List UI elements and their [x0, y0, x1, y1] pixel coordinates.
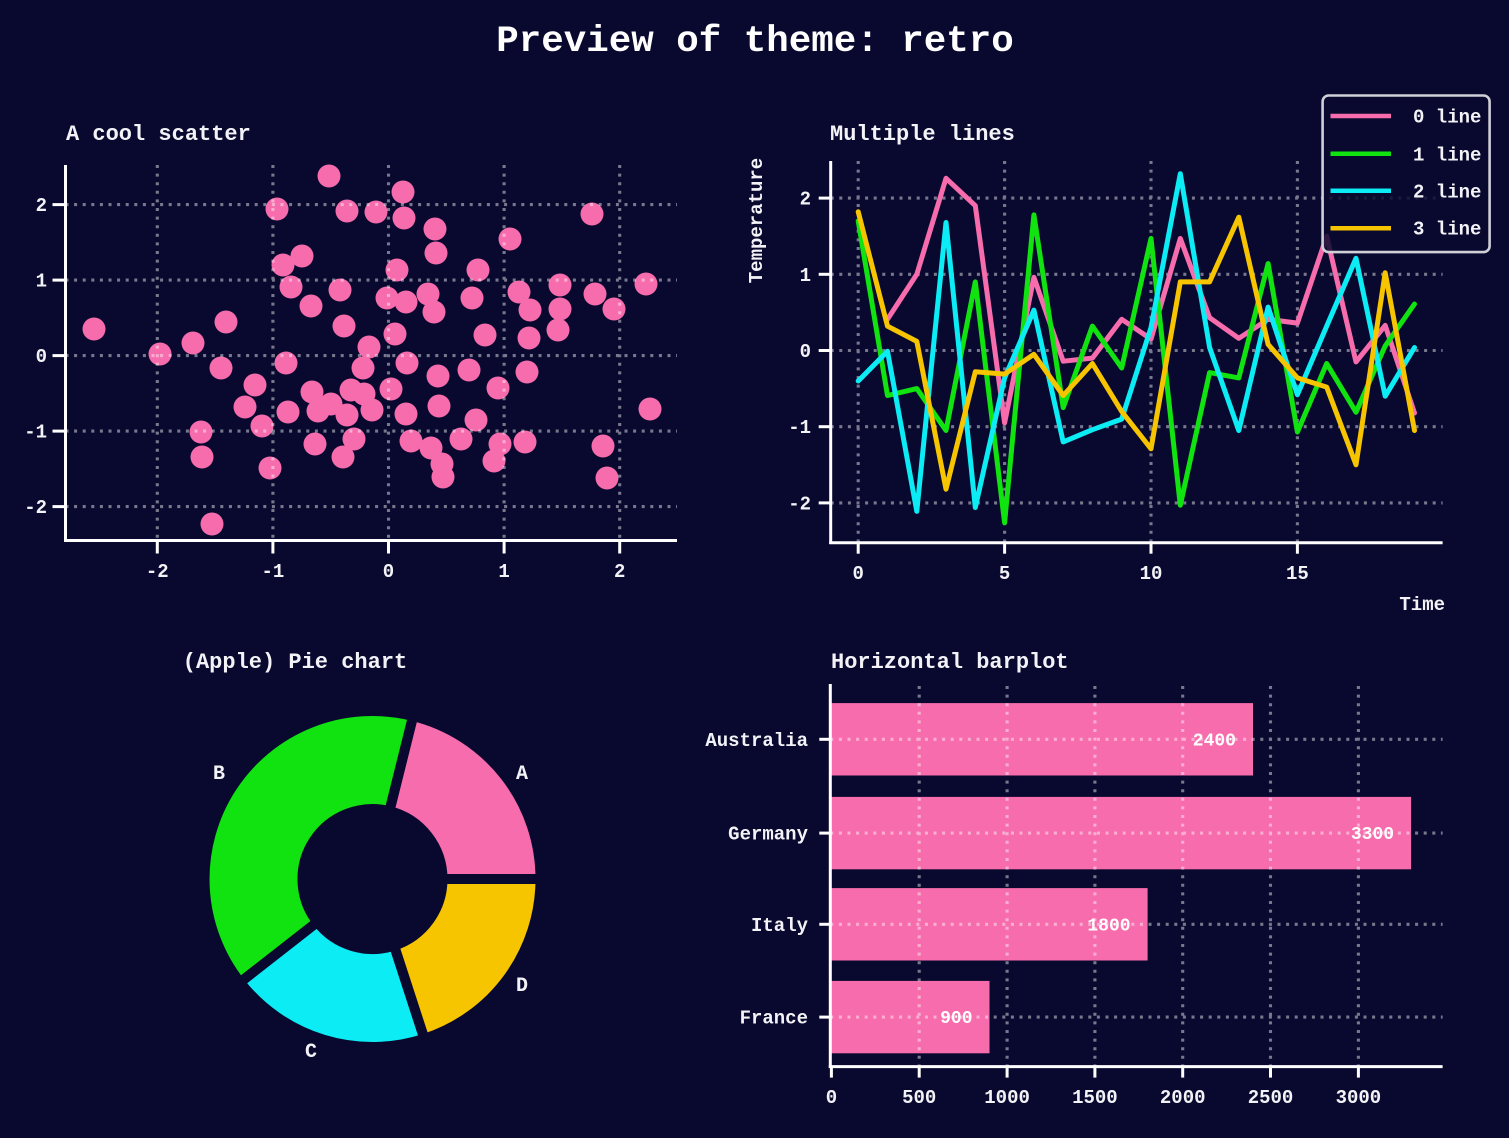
- svg-text:A cool scatter: A cool scatter: [66, 122, 251, 147]
- svg-text:1: 1: [498, 561, 509, 583]
- svg-text:1: 1: [800, 265, 811, 287]
- svg-text:500: 500: [902, 1087, 936, 1109]
- svg-text:2400: 2400: [1193, 731, 1236, 751]
- svg-text:1500: 1500: [1072, 1087, 1118, 1109]
- svg-text:Australia: Australia: [705, 730, 808, 752]
- svg-text:3 line: 3 line: [1413, 219, 1481, 241]
- svg-text:900: 900: [940, 1009, 972, 1029]
- svg-text:1000: 1000: [984, 1087, 1030, 1109]
- svg-text:-2: -2: [24, 497, 47, 519]
- svg-text:A: A: [516, 763, 528, 786]
- svg-text:10: 10: [1140, 563, 1163, 585]
- svg-text:1: 1: [36, 271, 47, 293]
- svg-text:0: 0: [383, 561, 394, 583]
- svg-text:-1: -1: [261, 561, 284, 583]
- svg-text:2000: 2000: [1160, 1087, 1206, 1109]
- svg-text:-2: -2: [146, 561, 169, 583]
- svg-text:2500: 2500: [1248, 1087, 1294, 1109]
- svg-text:B: B: [213, 763, 225, 786]
- svg-text:5: 5: [999, 563, 1010, 585]
- svg-text:Germany: Germany: [728, 824, 808, 846]
- svg-text:2: 2: [614, 561, 625, 583]
- svg-text:D: D: [516, 975, 528, 998]
- svg-text:2: 2: [800, 189, 811, 211]
- svg-text:Time: Time: [1399, 594, 1445, 616]
- svg-text:(Apple) Pie chart: (Apple) Pie chart: [183, 650, 407, 675]
- svg-text:0: 0: [36, 346, 47, 368]
- svg-text:0: 0: [826, 1087, 837, 1109]
- svg-text:-1: -1: [24, 422, 47, 444]
- svg-text:15: 15: [1286, 563, 1309, 585]
- svg-text:0: 0: [800, 341, 811, 363]
- svg-text:Italy: Italy: [751, 915, 809, 937]
- svg-text:C: C: [305, 1041, 317, 1064]
- svg-text:1800: 1800: [1087, 916, 1130, 936]
- svg-text:3000: 3000: [1336, 1087, 1382, 1109]
- svg-text:Temperature: Temperature: [746, 158, 768, 283]
- svg-text:Preview of theme: retro: Preview of theme: retro: [496, 21, 1014, 63]
- svg-text:1 line: 1 line: [1413, 144, 1481, 166]
- svg-text:-1: -1: [788, 417, 811, 439]
- svg-text:2: 2: [36, 195, 47, 217]
- svg-text:0: 0: [852, 563, 863, 585]
- svg-text:Multiple lines: Multiple lines: [830, 122, 1015, 147]
- svg-text:France: France: [740, 1008, 808, 1030]
- svg-text:2 line: 2 line: [1413, 181, 1481, 203]
- svg-text:3300: 3300: [1351, 825, 1394, 845]
- svg-text:Horizontal barplot: Horizontal barplot: [831, 650, 1069, 675]
- svg-text:-2: -2: [788, 493, 811, 515]
- svg-text:0 line: 0 line: [1413, 107, 1481, 129]
